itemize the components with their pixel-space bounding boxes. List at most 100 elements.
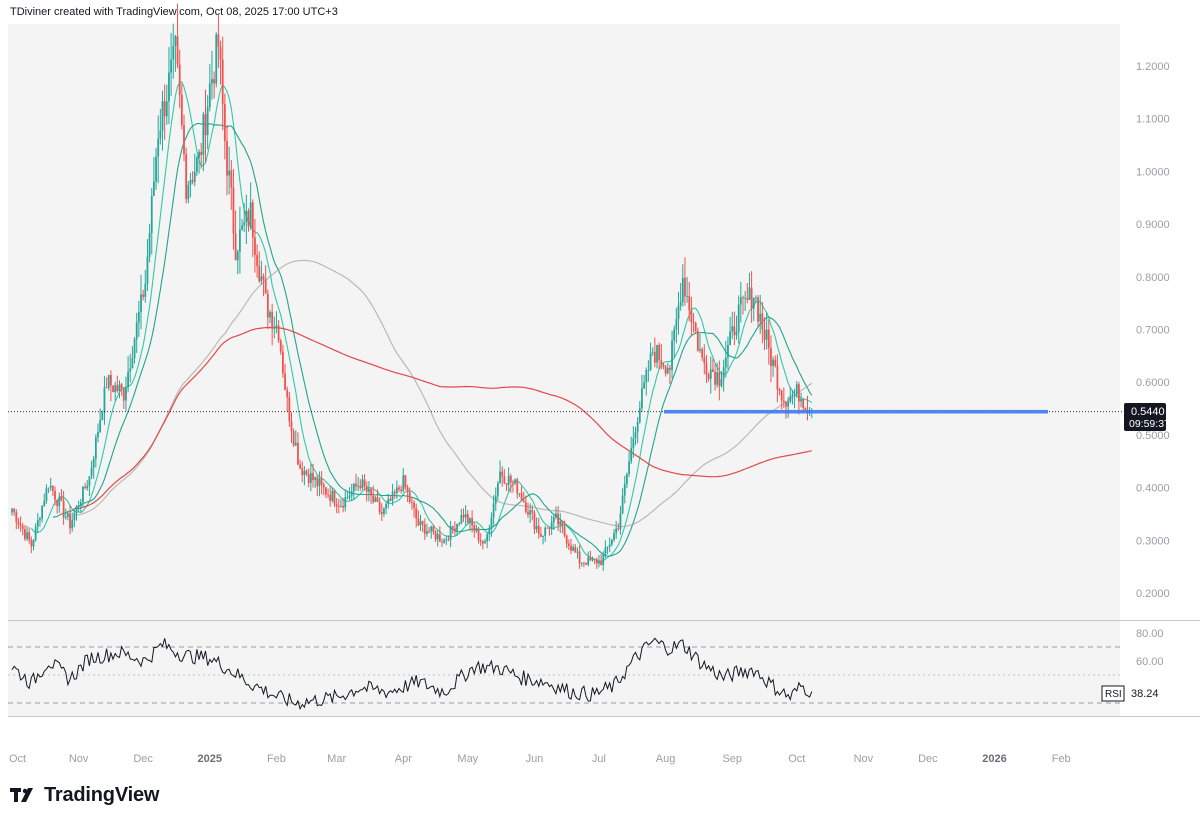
candle-body <box>271 312 273 329</box>
candle-body <box>607 546 609 547</box>
candle-body <box>781 391 783 401</box>
candle-body <box>13 509 15 512</box>
price-tick-label: 1.0000 <box>1136 166 1170 178</box>
candle-body <box>800 399 802 401</box>
candle-body <box>450 526 452 539</box>
candle-body <box>497 483 499 495</box>
candle-body <box>695 323 697 331</box>
candle-body <box>222 60 224 105</box>
candle-body <box>708 375 710 379</box>
candle-body <box>396 488 398 494</box>
candle-body <box>555 514 557 517</box>
candle-body <box>536 526 538 529</box>
candle-body <box>41 506 43 518</box>
candle-body <box>185 154 187 199</box>
candle-body <box>50 486 52 488</box>
candle-body <box>551 522 553 529</box>
candle-body <box>304 471 306 475</box>
candle-body <box>564 527 566 536</box>
candle-body <box>153 182 155 196</box>
candle-body <box>127 372 129 388</box>
candle-body <box>218 34 220 46</box>
candle-body <box>323 484 325 487</box>
candle-body <box>243 222 245 225</box>
candle-body <box>716 372 718 385</box>
candle-body <box>355 484 357 487</box>
candle-body <box>721 379 723 386</box>
candle-body <box>798 384 800 401</box>
candle-body <box>609 545 611 547</box>
candle-body <box>605 548 607 555</box>
candle-body <box>701 349 703 357</box>
candle-body <box>579 552 581 564</box>
candle-body <box>794 394 796 395</box>
candle-body <box>796 384 798 393</box>
candle-body <box>372 495 374 501</box>
candle-body <box>557 514 559 525</box>
candle-body <box>635 432 637 438</box>
candle-body <box>465 514 467 517</box>
time-tick-label: Jul <box>592 753 606 765</box>
time-tick-label: Nov <box>69 753 89 765</box>
price-tick-label: 1.2000 <box>1136 61 1170 73</box>
candle-body <box>411 502 413 503</box>
candle-body <box>353 484 355 491</box>
candle-body <box>422 521 424 524</box>
candle-body <box>613 533 615 540</box>
candle-body <box>650 353 652 370</box>
candle-body <box>656 345 658 363</box>
candle-body <box>514 479 516 483</box>
candle-body <box>433 526 435 531</box>
candle-body <box>615 528 617 533</box>
price-tick-label: 0.7000 <box>1136 325 1170 337</box>
candle-body <box>132 358 134 368</box>
candle-body <box>632 438 634 448</box>
candle-body <box>491 518 493 529</box>
price-axis: 1.20001.10001.00000.90000.80000.70000.60… <box>1136 61 1170 600</box>
candle-body <box>327 495 329 496</box>
candle-body <box>501 472 503 477</box>
candle-body <box>734 326 736 335</box>
candle-body <box>751 287 753 308</box>
support-level-line <box>664 410 1048 414</box>
candle-body <box>736 332 738 335</box>
candle-body <box>725 357 727 367</box>
candle-body <box>299 465 301 469</box>
candle-body <box>639 408 641 422</box>
candle <box>215 32 217 87</box>
candle-body <box>357 486 359 487</box>
candle-body <box>585 563 587 565</box>
candle-body <box>675 319 677 329</box>
time-axis: OctNovDec2025FebMarAprMayJunJulAugSepOct… <box>9 753 1071 765</box>
candle-body <box>684 278 686 296</box>
tradingview-logo[interactable]: TradingView <box>10 784 159 807</box>
candle-body <box>359 486 361 488</box>
candle-body <box>265 279 267 294</box>
candle-body <box>529 510 531 515</box>
candle-body <box>56 500 58 506</box>
candle-body <box>527 512 529 515</box>
candle-body <box>480 540 482 541</box>
candle-body <box>233 188 235 234</box>
candle-body <box>691 311 693 322</box>
price-tick-label: 0.9000 <box>1136 219 1170 231</box>
candle-body <box>86 486 88 489</box>
candle-body <box>658 345 660 360</box>
candle-body <box>598 561 600 564</box>
candle-body <box>297 443 299 465</box>
candle-body <box>503 476 505 483</box>
price-tag-countdown: 09:59:37 <box>1129 418 1170 430</box>
price-tag-price: 0.5440 <box>1131 406 1165 418</box>
candle-body <box>678 306 680 319</box>
candle-body <box>443 540 445 543</box>
candle-body <box>660 360 662 364</box>
candle-body <box>101 412 103 420</box>
candle-body <box>248 211 250 227</box>
candle-body <box>729 331 731 345</box>
time-tick-label: Sep <box>722 753 742 765</box>
candle-body <box>534 513 536 529</box>
candle-body <box>549 528 551 529</box>
candle-body <box>151 196 153 233</box>
candle-body <box>764 329 766 339</box>
